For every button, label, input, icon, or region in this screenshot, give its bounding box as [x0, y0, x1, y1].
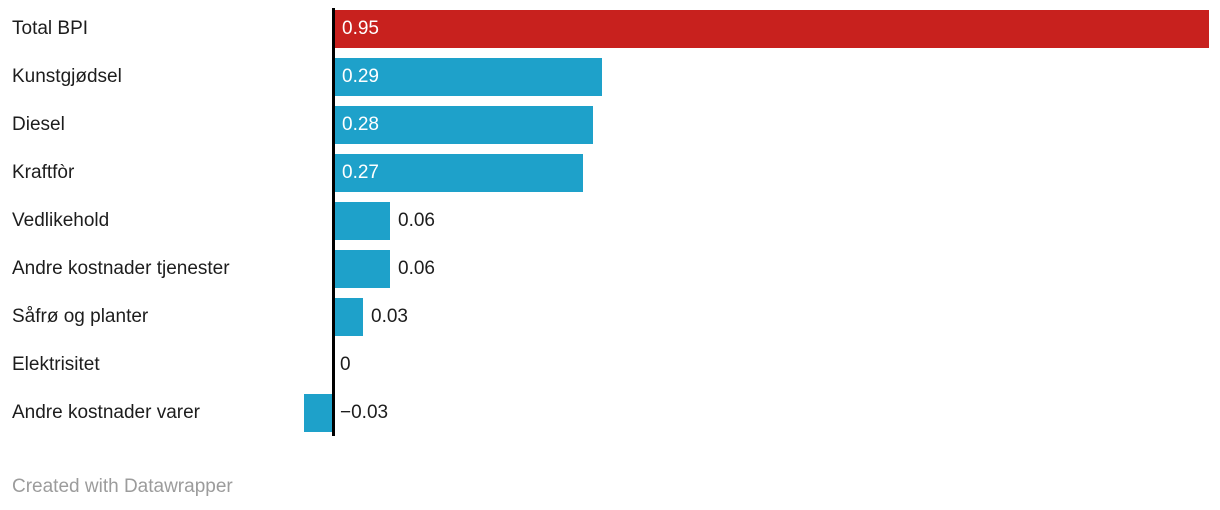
- category-label: Elektrisitet: [12, 354, 100, 375]
- value-label: 0.06: [398, 210, 435, 231]
- category-label: Andre kostnader varer: [12, 402, 200, 423]
- value-label: 0.95: [342, 18, 379, 39]
- value-label: 0: [340, 354, 351, 375]
- category-label: Total BPI: [12, 18, 89, 39]
- value-label: 0.06: [398, 258, 435, 279]
- category-label: Kunstgjødsel: [12, 66, 122, 87]
- category-label: Vedlikehold: [12, 210, 110, 231]
- category-label: Diesel: [12, 114, 65, 135]
- bar[interactable]: [335, 250, 390, 288]
- value-label: 0.27: [342, 162, 379, 183]
- category-label: Såfrø og planter: [12, 306, 149, 327]
- bar[interactable]: [304, 394, 332, 432]
- zero-baseline-axis: [332, 8, 335, 436]
- value-label: 0.28: [342, 114, 379, 135]
- bar[interactable]: [335, 106, 593, 144]
- datawrapper-attribution-link[interactable]: Created with Datawrapper: [12, 476, 233, 497]
- category-label: Kraftfòr: [12, 162, 75, 183]
- bar[interactable]: [335, 10, 1209, 48]
- value-label: −0.03: [340, 402, 389, 423]
- category-label: Andre kostnader tjenester: [12, 258, 230, 279]
- value-label: 0.03: [371, 306, 408, 327]
- bar[interactable]: [335, 154, 583, 192]
- bar[interactable]: [335, 202, 390, 240]
- bar[interactable]: [335, 298, 363, 336]
- value-label: 0.29: [342, 66, 379, 87]
- bar[interactable]: [335, 58, 602, 96]
